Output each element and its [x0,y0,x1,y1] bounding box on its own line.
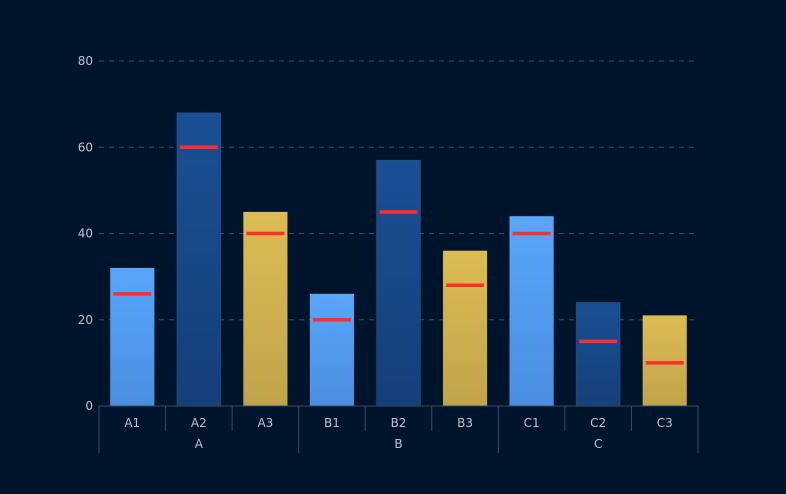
bar-A1 [109,267,155,407]
x-group-label: B [394,437,402,451]
y-tick-label: 0 [85,399,93,413]
x-category-label: B1 [324,416,340,430]
x-axis: A1 A2 A3 B1 B2 B3 C1 C2 C3 A B C [98,405,699,453]
y-tick-label: 40 [78,227,93,241]
x-category-label: C2 [590,416,606,430]
x-category-label: C1 [524,416,540,430]
y-axis: 0 20 40 60 80 [78,54,93,413]
x-category-label: C3 [657,416,673,430]
x-category-label: B3 [457,416,473,430]
x-category-label: A3 [257,416,273,430]
y-tick-label: 80 [78,54,93,68]
bar-B2 [376,159,421,407]
bar-A3 [242,211,288,407]
x-group-label: C [594,437,602,451]
x-category-label: B2 [391,416,407,430]
bar-A2 [176,112,222,407]
target-markers [113,145,684,365]
x-category-label: A2 [191,416,207,430]
bar-C1 [509,215,555,407]
bars [109,112,688,407]
bar-C2 [575,302,621,407]
bar-C3 [642,314,688,407]
bar-B3 [442,250,488,407]
y-tick-label: 60 [78,140,93,154]
bar-B1 [309,293,355,407]
x-group-label: A [195,437,204,451]
x-category-label: A1 [124,416,140,430]
y-tick-label: 20 [78,313,93,327]
